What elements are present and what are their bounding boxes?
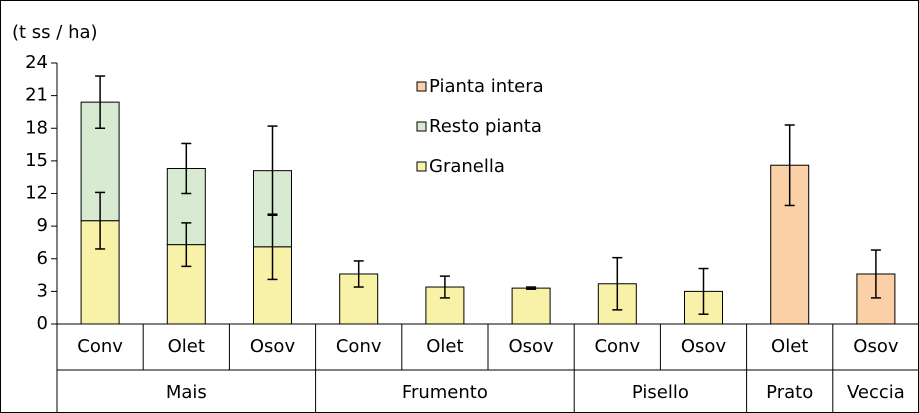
x-tick-label: Conv xyxy=(594,336,640,357)
legend-swatch xyxy=(416,161,427,172)
x-tick-label: Osov xyxy=(508,336,554,357)
legend-swatch xyxy=(416,121,427,132)
y-tick-label: 0 xyxy=(37,313,48,334)
y-tick-label: 15 xyxy=(25,150,48,171)
x-tick-label: Osov xyxy=(853,336,899,357)
x-tick-label: Olet xyxy=(426,336,463,357)
group-label: Mais xyxy=(166,382,207,403)
group-label: Pisello xyxy=(632,382,689,403)
y-tick-label: 9 xyxy=(37,215,48,236)
x-tick-label: Osov xyxy=(250,336,296,357)
bar xyxy=(339,273,379,325)
y-tick-label: 6 xyxy=(37,248,48,269)
group-label: Frumento xyxy=(402,382,488,403)
x-tick-label: Olet xyxy=(168,336,205,357)
y-tick-label: 24 xyxy=(25,52,48,73)
x-tick-label: Osov xyxy=(681,336,727,357)
legend-swatch xyxy=(416,81,427,92)
y-tick-label: 21 xyxy=(25,85,48,106)
legend-label: Resto pianta xyxy=(429,116,542,137)
x-tick-label: Olet xyxy=(771,336,808,357)
y-tick-label: 18 xyxy=(25,117,48,138)
x-tick-label: Conv xyxy=(336,336,382,357)
group-label: Prato xyxy=(766,382,813,403)
y-tick-label: 3 xyxy=(37,280,48,301)
x-tick-label: Conv xyxy=(77,336,123,357)
legend-label: Pianta intera xyxy=(429,76,544,97)
group-label: Veccia xyxy=(847,382,905,403)
y-tick-label: 12 xyxy=(25,183,48,204)
y-axis-label: (t ss / ha) xyxy=(12,22,98,43)
legend-label: Granella xyxy=(429,156,505,177)
bar xyxy=(511,287,551,325)
